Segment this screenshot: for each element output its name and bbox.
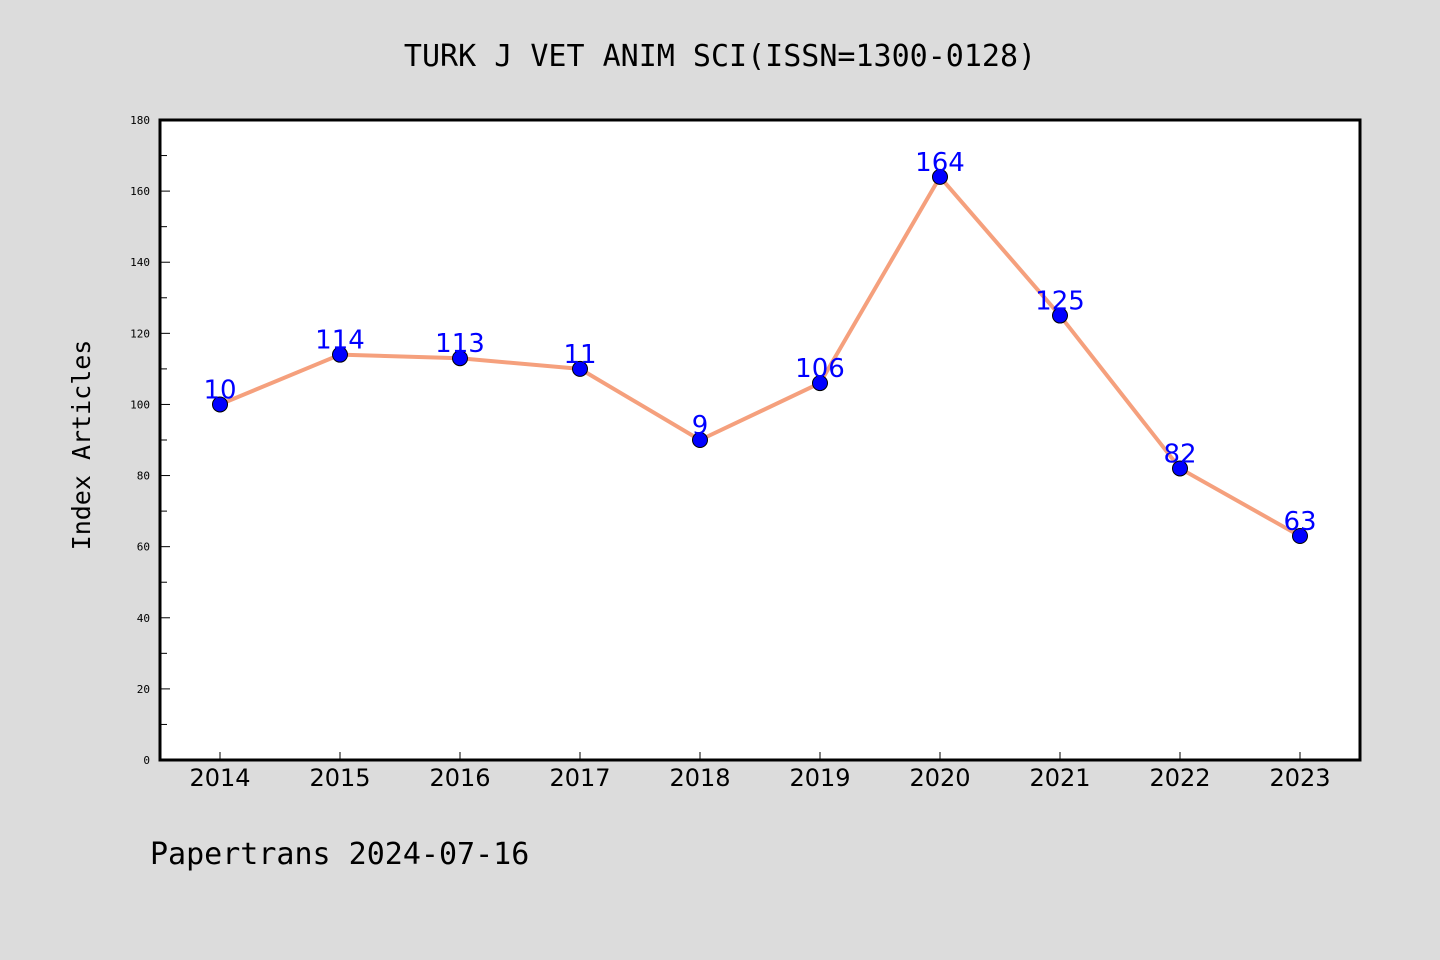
x-tick-label-2019: 2019 bbox=[789, 764, 850, 792]
data-label-2020: 164 bbox=[915, 148, 965, 178]
data-point-2018 bbox=[692, 432, 708, 448]
x-tick-label-2016: 2016 bbox=[429, 764, 490, 792]
data-labels-layer: 10 114 113 11 9 106 164 125 82 63 bbox=[203, 148, 1316, 537]
y-tick-label-160: 160 bbox=[130, 185, 150, 198]
data-label-2014: 10 bbox=[203, 375, 236, 405]
x-tick-label-2021: 2021 bbox=[1029, 764, 1090, 792]
data-point-2021 bbox=[1052, 307, 1068, 324]
y-tick-label-180: 180 bbox=[130, 114, 150, 127]
x-tick-label-2018: 2018 bbox=[669, 764, 730, 792]
x-tick-label-2015: 2015 bbox=[309, 764, 370, 792]
data-point-2014 bbox=[212, 396, 228, 413]
x-tick-label-2014: 2014 bbox=[189, 764, 250, 792]
series-line bbox=[218, 174, 1302, 538]
data-label-2018: 9 bbox=[692, 411, 709, 441]
data-point-2019 bbox=[812, 375, 828, 392]
ticks-layer: 0 20 40 60 80 100 120 140 160 180 2014 2015 2016 2017… bbox=[130, 114, 1330, 792]
data-point-2020 bbox=[932, 168, 948, 185]
y-tick-label-140: 140 bbox=[130, 256, 150, 269]
x-tick-label-2020: 2020 bbox=[909, 764, 970, 792]
plot-frame bbox=[158, 118, 1362, 762]
y-tick-label-0: 0 bbox=[143, 754, 150, 767]
data-label-2019: 106 bbox=[795, 354, 845, 384]
data-label-2017: 11 bbox=[563, 340, 596, 370]
data-point-2017 bbox=[572, 360, 588, 377]
y-tick-label-100: 100 bbox=[130, 398, 150, 411]
data-point-2023 bbox=[1292, 528, 1308, 544]
data-point-2022 bbox=[1172, 460, 1188, 477]
x-tick-label-2017: 2017 bbox=[549, 764, 610, 792]
y-tick-label-80: 80 bbox=[137, 470, 150, 483]
data-label-2016: 113 bbox=[435, 329, 485, 359]
data-point-2016 bbox=[452, 350, 468, 367]
y-tick-label-40: 40 bbox=[137, 612, 150, 625]
x-tick-label-2023: 2023 bbox=[1269, 764, 1330, 792]
footer-credit: Papertrans 2024-07-16 bbox=[150, 837, 529, 872]
data-point-2015 bbox=[332, 346, 348, 363]
series-layer bbox=[212, 168, 1308, 544]
y-tick-label-20: 20 bbox=[137, 683, 150, 696]
y-tick-label-60: 60 bbox=[137, 541, 150, 554]
chart-title: TURK J VET ANIM SCI(ISSN=1300-0128) bbox=[404, 39, 1036, 74]
data-label-2023: 63 bbox=[1283, 507, 1316, 537]
data-label-2015: 114 bbox=[315, 326, 365, 356]
data-label-2021: 125 bbox=[1035, 287, 1085, 317]
y-tick-label-120: 120 bbox=[130, 327, 150, 340]
x-tick-label-2022: 2022 bbox=[1149, 764, 1210, 792]
y-axis-label: Index Articles bbox=[67, 340, 96, 551]
data-label-2022: 82 bbox=[1163, 439, 1196, 469]
